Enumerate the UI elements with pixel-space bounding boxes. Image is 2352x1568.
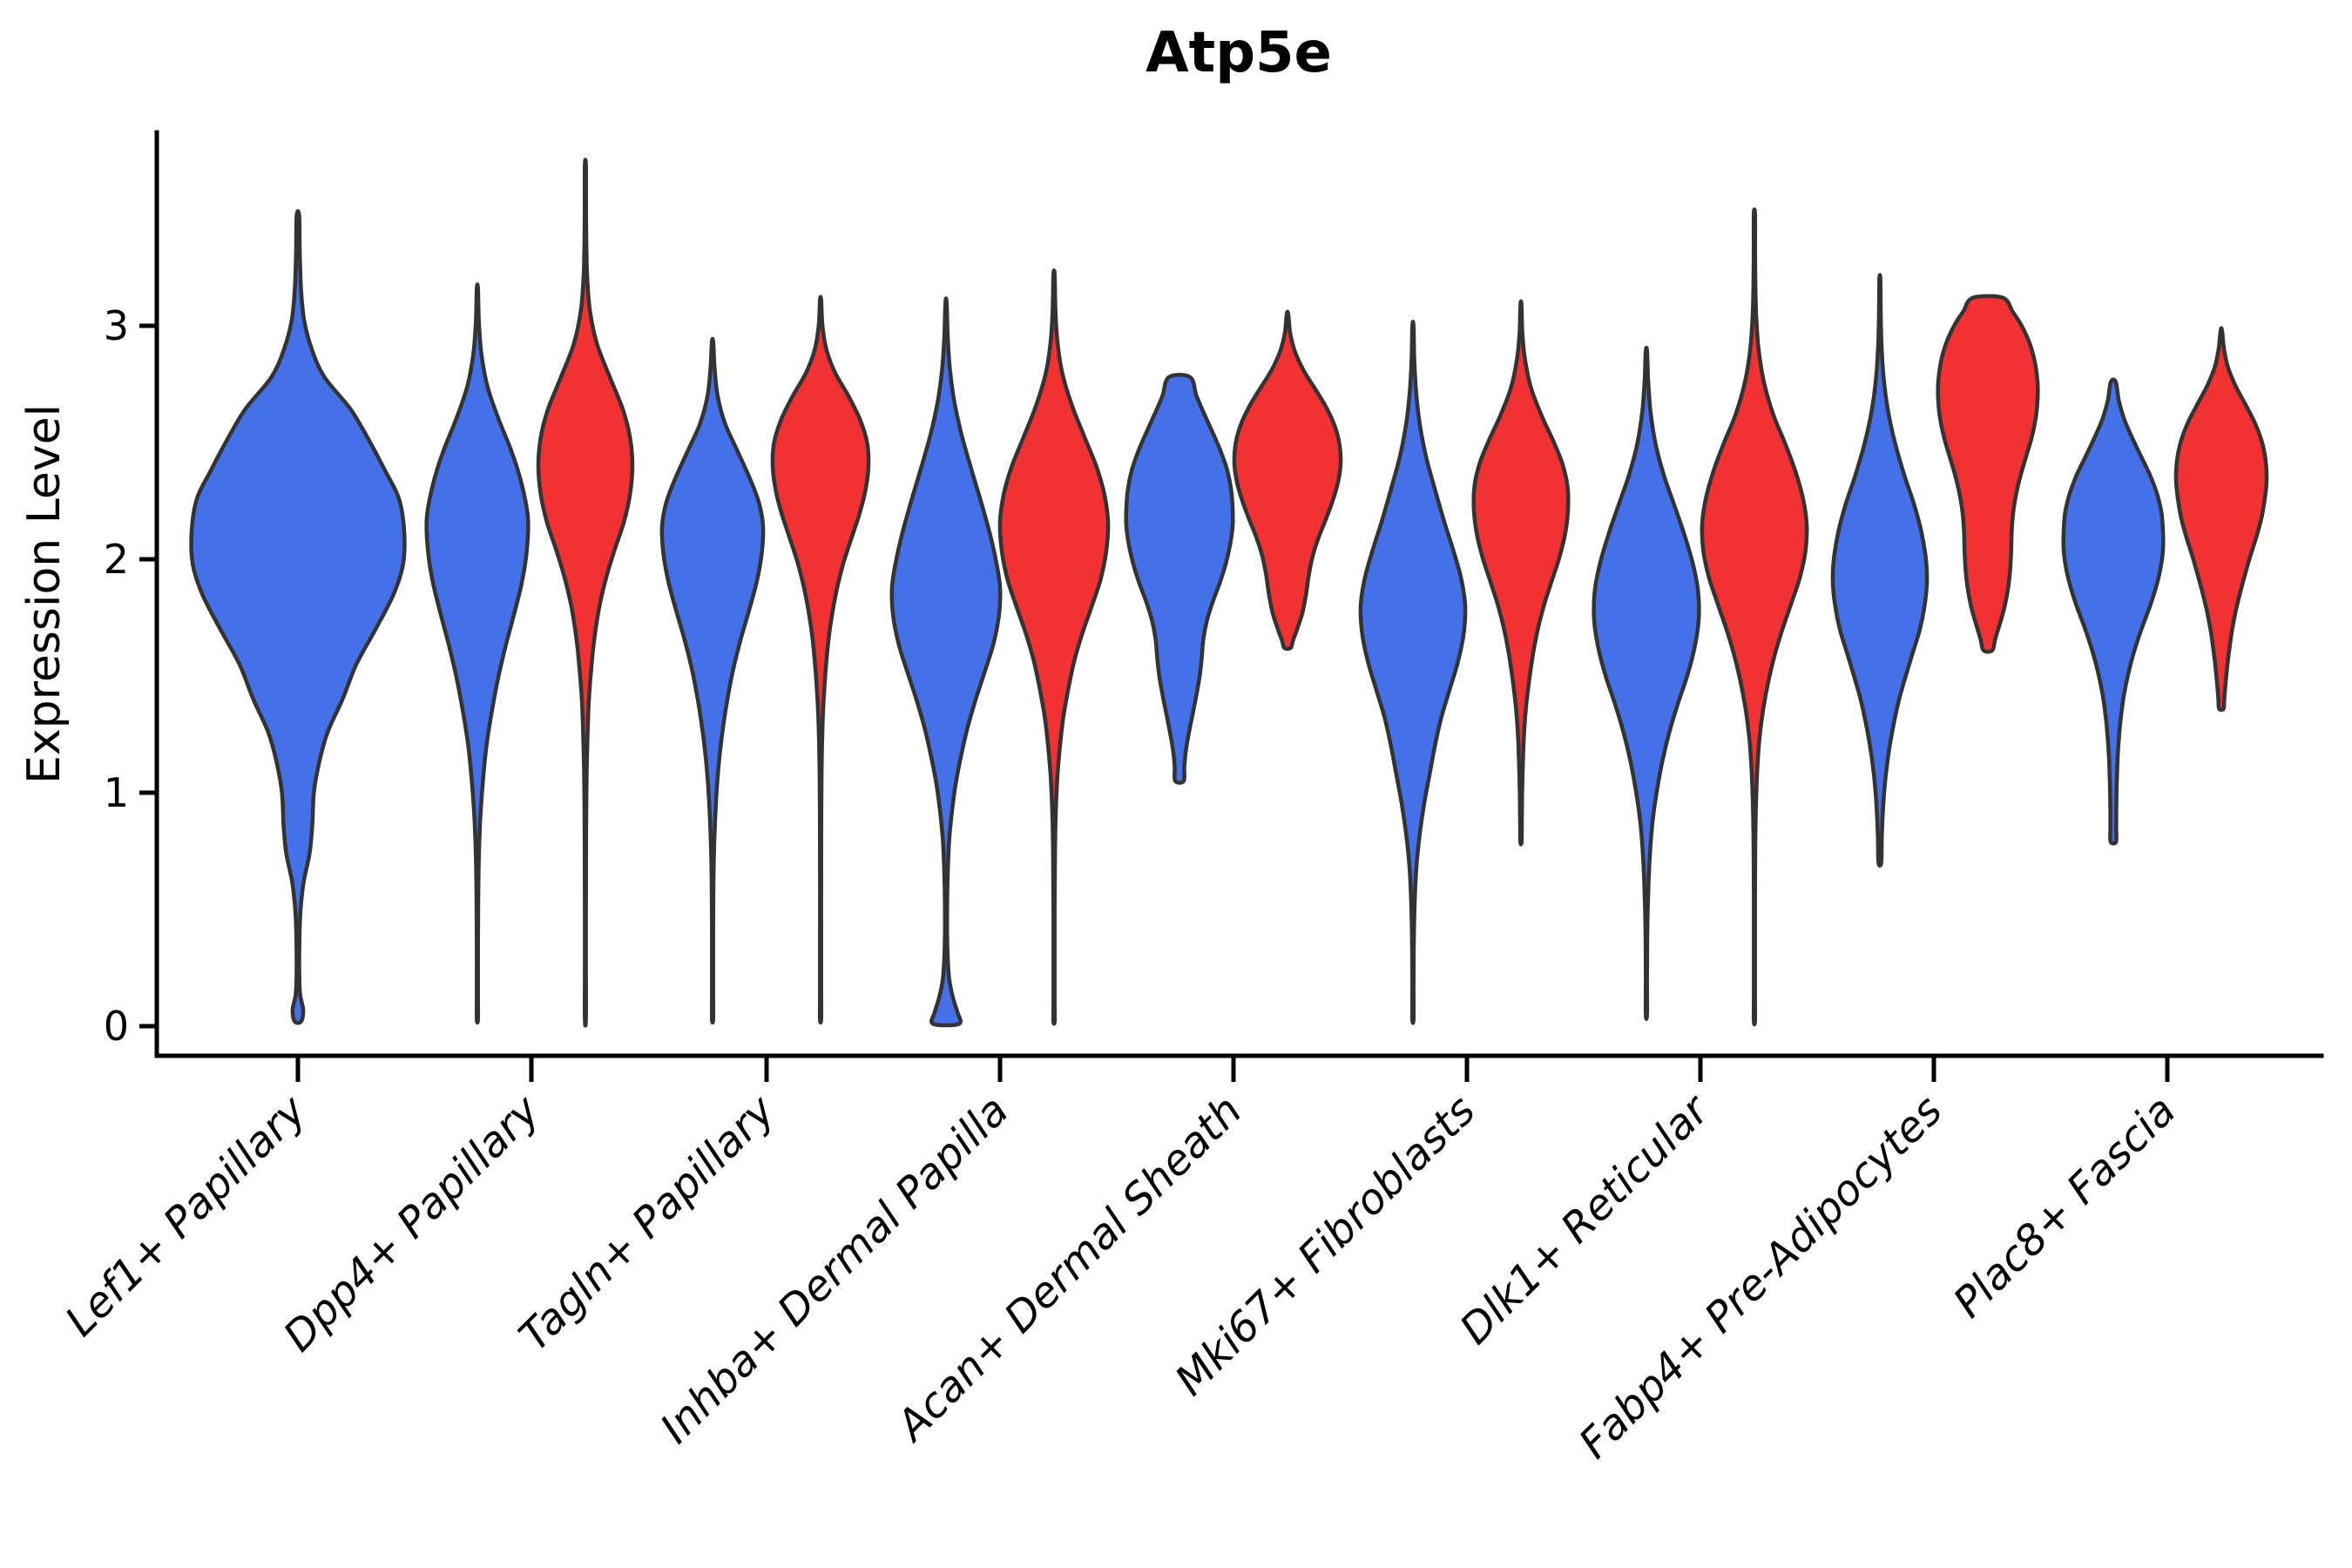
y-tick-label: 1 (104, 769, 129, 816)
violin-inhba-dermal-papilla-blue (889, 296, 1003, 1028)
violin-acan-dermal-sheath-blue (1124, 373, 1235, 785)
x-tick-label: Plac8+ Fascia (1944, 1086, 2186, 1328)
y-tick-label: 0 (104, 1003, 129, 1050)
x-tick-label: Dlk1+ Reticular (1450, 1085, 1720, 1355)
violin-dpp4-papillary-red (536, 158, 635, 1028)
violin-mki67-fibroblasts-red (1471, 299, 1571, 847)
violin-dpp4-papillary-blue (424, 282, 531, 1025)
violin-dlk1-reticular-blue (1592, 345, 1701, 1021)
x-tick-label: Tagln+ Papillary (510, 1085, 785, 1361)
violins (189, 158, 2269, 1028)
y-tick-label: 2 (104, 536, 129, 583)
violin-plac8-fascia-red (2173, 326, 2269, 713)
axes (139, 130, 2324, 1082)
violin-mki67-fibroblasts-blue (1358, 320, 1468, 1025)
violin-acan-dermal-sheath-red (1232, 309, 1343, 652)
violin-fabp4-pre-adipocytes-blue (1830, 273, 1930, 868)
y-tick-label: 3 (104, 302, 129, 349)
violin-tagln-papillary-red (770, 294, 871, 1025)
y-axis-label: Expression Level (18, 404, 71, 784)
x-tick-label: Dpp4+ Papillary (274, 1085, 550, 1361)
violin-lef1-papillary-blue (189, 209, 407, 1025)
violin-fabp4-pre-adipocytes-red (1936, 294, 2040, 654)
x-tick-label: Lef1+ Papillary (56, 1085, 316, 1346)
violin-plac8-fascia-blue (2061, 377, 2166, 846)
chart-title: Atp5e (1146, 21, 1332, 85)
axis-spines (154, 130, 2324, 1058)
violin-dlk1-reticular-red (1700, 207, 1809, 1027)
violin-inhba-dermal-papilla-red (997, 268, 1111, 1026)
violin-tagln-papillary-blue (659, 336, 766, 1025)
